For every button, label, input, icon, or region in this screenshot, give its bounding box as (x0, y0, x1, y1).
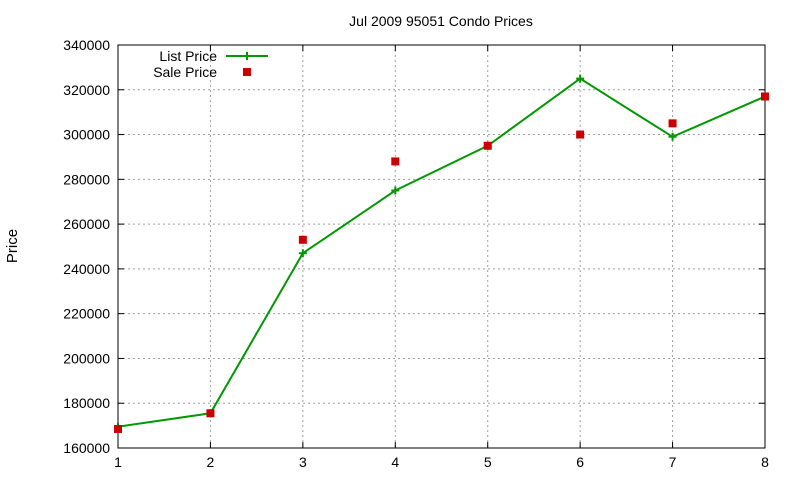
y-tick-label: 320000 (63, 82, 110, 98)
list-price-point (298, 249, 307, 258)
sale-price-point (668, 119, 677, 128)
list-price-point (668, 132, 677, 141)
list-price-point (391, 186, 400, 195)
x-tick-label: 6 (576, 454, 584, 470)
sale-price-point (206, 409, 215, 418)
x-tick-label: 3 (299, 454, 307, 470)
x-axis: 1 2 3 4 5 6 7 8 (114, 45, 769, 470)
sale-price-point (576, 130, 585, 139)
sale-price-point (761, 92, 769, 101)
legend-label-sale-price: Sale Price (153, 64, 217, 80)
sale-price-point (114, 424, 122, 433)
x-tick-label: 1 (114, 454, 122, 470)
y-tick-label: 280000 (63, 171, 110, 187)
sale-price-point (298, 235, 307, 244)
sale-price-point (483, 141, 492, 150)
y-tick-label: 260000 (63, 216, 110, 232)
plot-frame (117, 44, 766, 449)
y-tick-label: 300000 (63, 127, 110, 143)
x-tick-label: 5 (484, 454, 492, 470)
y-tick-label: 240000 (63, 261, 110, 277)
list-price-line (117, 77, 766, 428)
series-group (114, 74, 769, 433)
legend-marker-list-price (243, 52, 251, 60)
x-tick-label: 2 (207, 454, 215, 470)
y-axis-label: Price (4, 229, 21, 263)
x-tick-label: 7 (669, 454, 677, 470)
y-tick-label: 160000 (63, 440, 110, 456)
legend: List Price Sale Price (153, 48, 268, 80)
list-price-point (576, 74, 585, 83)
y-tick-label: 220000 (63, 306, 110, 322)
y-tick-label: 340000 (63, 37, 110, 53)
y-tick-label: 200000 (63, 350, 110, 366)
grid (118, 45, 765, 448)
y-tick-label: 180000 (63, 395, 110, 411)
legend-label-list-price: List Price (159, 48, 217, 64)
legend-swatch-sale-price (243, 68, 251, 76)
chart-title: Jul 2009 95051 Condo Prices (349, 13, 533, 29)
y-axis: 160000 180000 200000 220000 240000 260000 2800… (63, 37, 765, 456)
x-tick-label: 8 (761, 454, 769, 470)
x-tick-label: 4 (391, 454, 399, 470)
sale-price-point (391, 157, 400, 166)
